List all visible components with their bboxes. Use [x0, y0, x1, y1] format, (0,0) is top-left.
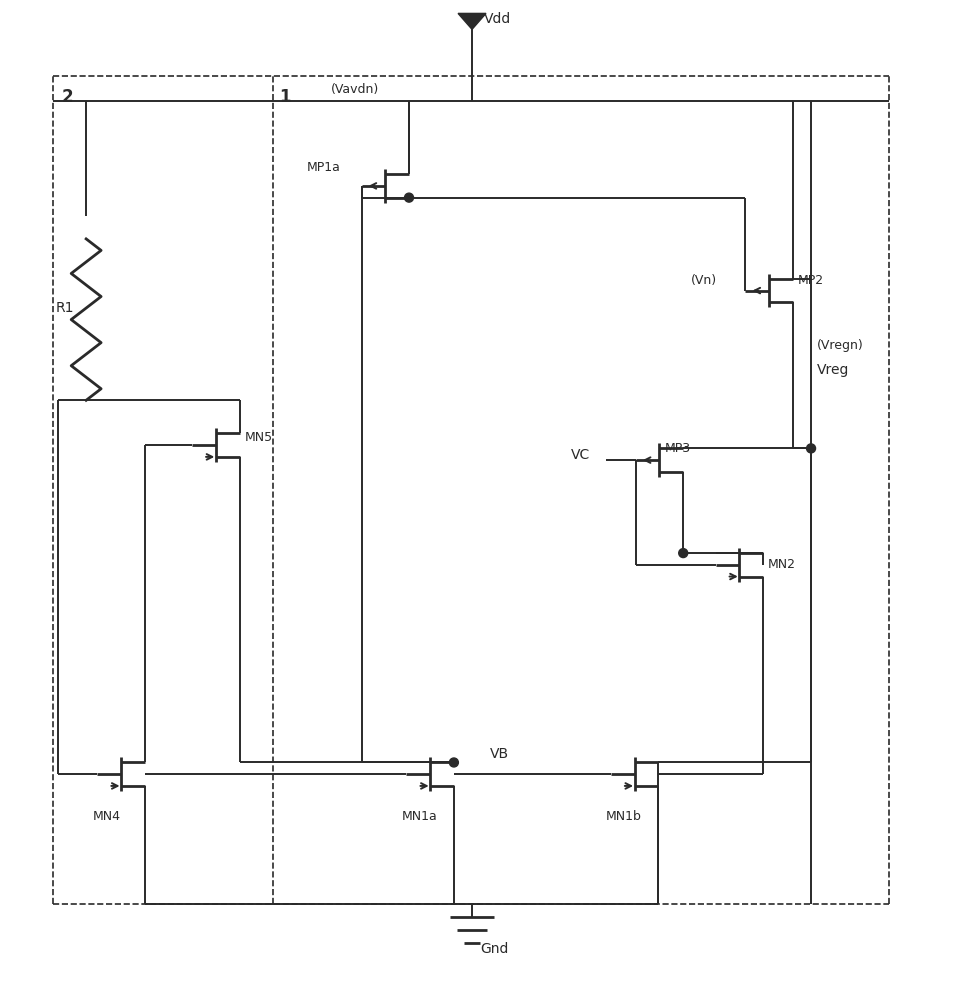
Circle shape — [807, 444, 815, 453]
Text: MN4: MN4 — [93, 810, 121, 823]
Text: Vreg: Vreg — [817, 363, 849, 377]
Text: VC: VC — [571, 448, 591, 462]
Text: Vdd: Vdd — [484, 12, 511, 26]
Text: 2: 2 — [61, 88, 72, 106]
Text: MP2: MP2 — [798, 274, 824, 287]
Text: (Vavdn): (Vavdn) — [330, 83, 378, 96]
Text: 1: 1 — [280, 88, 291, 106]
Polygon shape — [458, 13, 486, 29]
Circle shape — [404, 193, 413, 202]
Text: (Vn): (Vn) — [691, 274, 717, 287]
Text: MP3: MP3 — [665, 442, 691, 455]
Text: MN2: MN2 — [768, 558, 796, 571]
Text: Gnd: Gnd — [480, 942, 509, 956]
Circle shape — [678, 549, 688, 558]
Text: MN1b: MN1b — [606, 810, 642, 823]
Text: MN1a: MN1a — [401, 810, 437, 823]
Text: MN5: MN5 — [244, 431, 272, 444]
Text: (Vregn): (Vregn) — [817, 339, 864, 352]
Text: R1: R1 — [56, 301, 74, 315]
Text: MP1a: MP1a — [307, 161, 341, 174]
Circle shape — [450, 758, 458, 767]
Text: VB: VB — [490, 747, 510, 761]
